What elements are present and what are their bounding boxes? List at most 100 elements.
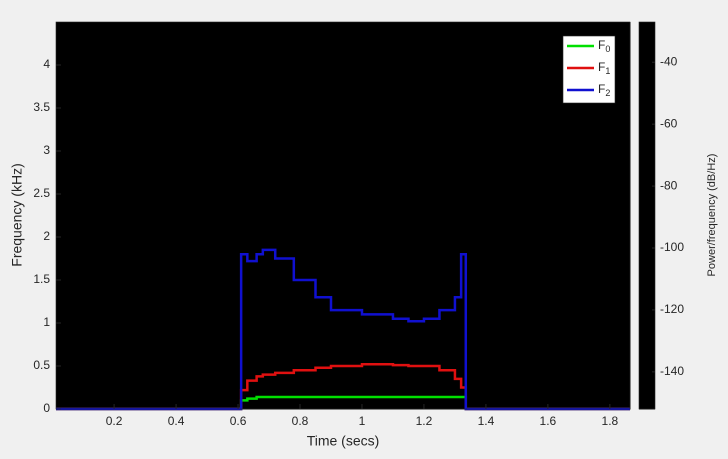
colorbar-segment xyxy=(639,234,655,240)
colorbar-segment xyxy=(639,188,655,193)
colorbar-segment xyxy=(639,25,655,31)
colorbar-segment xyxy=(639,41,655,46)
heatmap-cell xyxy=(485,237,631,281)
colorbar-segment xyxy=(639,389,655,395)
colorbar-segment xyxy=(639,366,655,371)
colorbar-segment xyxy=(639,269,655,275)
colorbar-segment xyxy=(639,103,655,108)
y-axis-label: Frequency (kHz) xyxy=(9,163,25,266)
colorbar-segment xyxy=(639,83,655,89)
plot-frame xyxy=(55,21,631,410)
colorbar-segment xyxy=(639,22,655,27)
colorbar-segment xyxy=(639,76,655,81)
colorbar-segment xyxy=(639,91,655,97)
colorbar-segment xyxy=(639,52,655,58)
colorbar-segment xyxy=(639,157,655,162)
colorbar-segment xyxy=(639,169,655,174)
colorbar-segment xyxy=(639,95,655,100)
colorbar-segment xyxy=(639,176,655,182)
legend: F0 F1 F2 xyxy=(562,35,616,104)
colorbar-segment xyxy=(639,161,655,166)
colorbar-segment xyxy=(639,180,655,186)
colorbar-segment xyxy=(639,370,655,375)
colorbar-segment xyxy=(639,339,655,344)
heatmap-cell xyxy=(56,280,242,324)
x-tick-label: 1 xyxy=(359,414,366,428)
heatmap-cell xyxy=(465,366,487,410)
x-tick-label: 0.6 xyxy=(230,414,247,428)
colorbar-segment xyxy=(639,296,655,302)
colorbar-segment xyxy=(639,45,655,50)
colorbar-segment xyxy=(639,134,655,139)
colorbar-segment xyxy=(639,358,655,364)
colorbar-segment xyxy=(639,149,655,155)
colorbar-segment xyxy=(639,207,655,213)
colorbar-segment xyxy=(639,258,655,263)
colorbar-segment xyxy=(639,80,655,85)
heatmap-cell xyxy=(241,280,467,324)
colorbar-segment xyxy=(639,261,655,267)
heatmap-cell xyxy=(465,65,487,109)
colorbar-segment xyxy=(639,138,655,143)
colorbar-segment xyxy=(639,331,655,336)
heatmap-cell xyxy=(56,65,242,109)
x-tick-label: 1.4 xyxy=(478,414,495,428)
x-tick-label: 0.2 xyxy=(106,414,123,428)
colorbar-segment xyxy=(639,165,655,170)
colorbar-segment xyxy=(639,316,655,321)
colorbar-segment xyxy=(639,172,655,178)
colorbar-segment xyxy=(639,277,655,282)
heatmap-cell xyxy=(56,151,242,195)
heatmap-cell xyxy=(485,323,631,367)
heatmap-cell xyxy=(56,237,242,281)
heatmap-cell xyxy=(465,323,487,367)
colorbar-segment xyxy=(639,196,655,201)
colorbar-segment xyxy=(639,254,655,259)
colorbar-tick-label: -100 xyxy=(660,240,684,254)
colorbar-segment xyxy=(639,246,655,251)
colorbar-tick-label: -40 xyxy=(660,54,678,68)
colorbar-segment xyxy=(639,281,655,286)
colorbar-segment xyxy=(639,215,655,220)
heatmap-cell xyxy=(241,65,467,109)
colorbar-segment xyxy=(639,211,655,216)
heatmap-cell xyxy=(241,22,467,66)
colorbar-tick-label: -80 xyxy=(660,178,678,192)
heatmap-cell xyxy=(485,151,631,195)
colorbar-segment xyxy=(639,192,655,197)
colorbar-segment xyxy=(639,184,655,189)
heatmap-cell xyxy=(485,108,631,152)
y-tick-label: 1 xyxy=(43,315,50,329)
y-tick-label: 3 xyxy=(43,143,50,157)
colorbar-segment xyxy=(639,29,655,35)
heatmap-cell xyxy=(485,280,631,324)
heatmap-cell xyxy=(241,108,467,152)
colorbar-segment xyxy=(639,335,655,340)
colorbar-segment xyxy=(639,343,655,348)
heatmap-cell xyxy=(241,323,467,367)
colorbar-segment xyxy=(639,385,655,391)
y-tick-label: 1.5 xyxy=(33,272,50,286)
colorbar-segment xyxy=(639,126,655,131)
colorbar-segment xyxy=(639,319,655,325)
colorbar-segment xyxy=(639,37,655,42)
colorbar-segment xyxy=(639,327,655,333)
colorbar-segment xyxy=(639,354,655,360)
colorbar-segment xyxy=(639,273,655,278)
formant-line xyxy=(56,395,630,411)
colorbar-segment xyxy=(639,312,655,317)
legend-label: F2 xyxy=(598,82,610,98)
heatmap-cell xyxy=(465,151,487,195)
colorbar-frame xyxy=(638,21,656,410)
heatmap-cell xyxy=(56,108,242,152)
colorbar-label: Power/frequency (dB/Hz) xyxy=(706,154,718,277)
colorbar-segment xyxy=(639,64,655,69)
colorbar-segment xyxy=(639,49,655,54)
x-tick-label: 0.8 xyxy=(292,414,309,428)
y-tick-label: 3.5 xyxy=(33,100,50,114)
heatmap-cell xyxy=(241,151,467,195)
formant-line xyxy=(56,248,630,411)
colorbar-segment xyxy=(639,304,655,309)
y-tick-label: 0 xyxy=(43,401,50,415)
